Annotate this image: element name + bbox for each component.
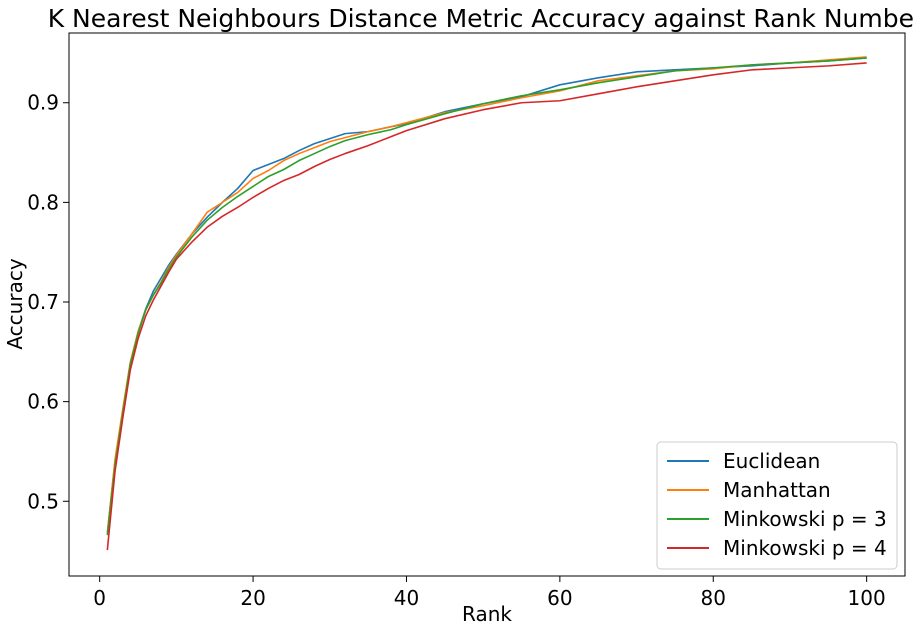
- x-tick-label: 80: [701, 586, 726, 610]
- series-line-4: [106, 62, 867, 551]
- axes: 0 20 40 60 80 100 0.5 0.6 0.7 0.8 0.9: [27, 32, 906, 610]
- legend-label-1: Euclidean: [723, 449, 820, 473]
- x-tick-label: 40: [394, 586, 419, 610]
- legend: Euclidean Manhattan Minkowski p = 3 Minkows…: [656, 441, 898, 570]
- y-tick-label: 0.7: [27, 290, 59, 314]
- x-tick-label: 100: [848, 586, 886, 610]
- y-tick-label: 0.8: [27, 190, 59, 214]
- y-tick-label: 0.9: [27, 91, 59, 115]
- series-line-3: [106, 57, 867, 536]
- legend-label-3: Minkowski p = 3: [723, 507, 887, 531]
- x-tick-label: 20: [240, 586, 265, 610]
- y-axis-label: Accuracy: [3, 258, 27, 349]
- x-tick-label: 60: [547, 586, 572, 610]
- series-lines: [106, 56, 867, 551]
- axes-frame: [68, 32, 906, 577]
- chart-title: K Nearest Neighbours Distance Metric Acc…: [48, 4, 916, 33]
- legend-box: [656, 441, 898, 570]
- x-axis-label: Rank: [462, 602, 512, 626]
- x-tick-label: 0: [93, 586, 106, 610]
- legend-label-2: Manhattan: [723, 478, 831, 502]
- y-tick-label: 0.5: [27, 489, 59, 513]
- legend-label-4: Minkowski p = 4: [723, 536, 887, 560]
- series-line-1: [106, 57, 867, 534]
- y-tick-label: 0.6: [27, 390, 59, 414]
